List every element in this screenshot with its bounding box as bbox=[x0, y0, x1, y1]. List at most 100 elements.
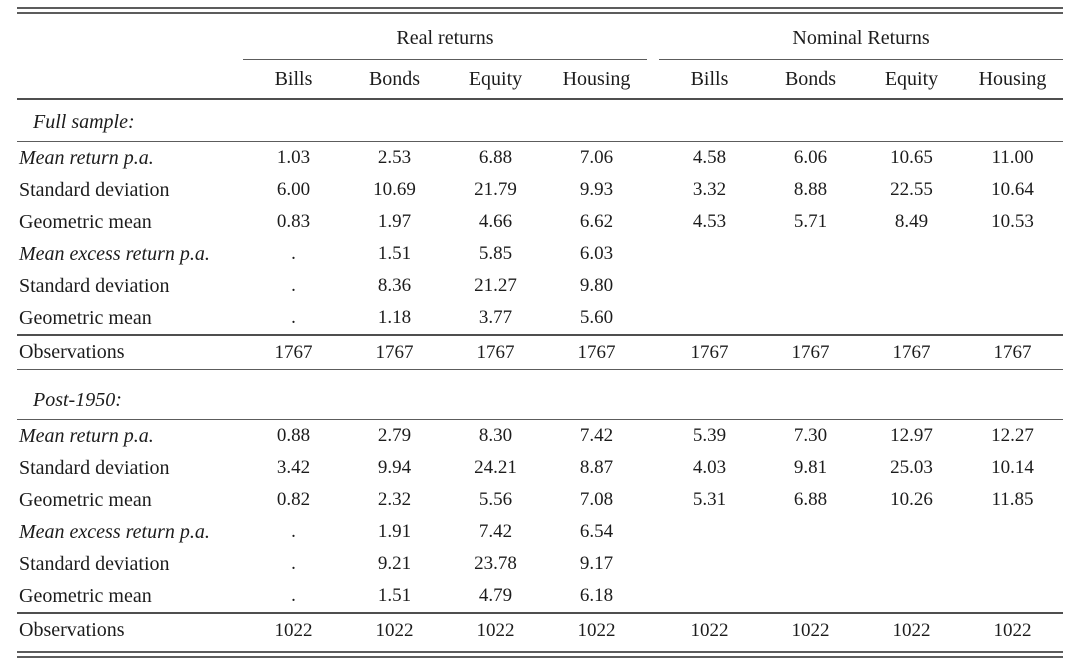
value-cell: 6.06 bbox=[793, 147, 828, 168]
column-group-gap bbox=[647, 238, 659, 270]
table-row: Geometric mean 0.83 1.97 4.66 6.62 4.53 5.71 8.… bbox=[17, 206, 1063, 238]
group-header-nominal-returns: Nominal Returns bbox=[659, 14, 1064, 60]
column-group-gap bbox=[647, 59, 659, 100]
column-group-gap bbox=[647, 420, 659, 453]
row-label: Standard deviation bbox=[19, 552, 170, 575]
col-header-nominal-housing: Housing bbox=[962, 59, 1064, 100]
value-cell: 9.93 bbox=[579, 179, 614, 200]
value-cell: 8.87 bbox=[579, 457, 614, 478]
column-group-gap bbox=[647, 516, 659, 548]
value-cell: 23.78 bbox=[474, 553, 517, 574]
table-body: Full sample: Mean return p.a. 1.03 2.53 6.88… bbox=[17, 99, 1064, 647]
value-cell: 8.36 bbox=[377, 275, 412, 296]
value-cell: 1.97 bbox=[377, 211, 412, 232]
value-cell bbox=[861, 516, 962, 548]
column-group-gap bbox=[647, 580, 659, 613]
value-cell: . bbox=[291, 585, 296, 606]
value-cell: 4.53 bbox=[692, 211, 727, 232]
value-cell: 11.00 bbox=[991, 147, 1034, 168]
value-cell: 2.32 bbox=[377, 489, 412, 510]
column-group-gap bbox=[647, 484, 659, 516]
value-cell: 1.51 bbox=[377, 585, 412, 606]
row-label: Mean return p.a. bbox=[19, 146, 154, 169]
value-cell: 6.03 bbox=[579, 243, 614, 264]
table-row: Mean return p.a. 0.88 2.79 8.30 7.42 5.39 7.30… bbox=[17, 420, 1063, 453]
column-group-gap bbox=[647, 612, 659, 647]
value-cell: 3.32 bbox=[692, 179, 727, 200]
column-group-gap bbox=[647, 548, 659, 580]
value-cell: 1767 bbox=[861, 334, 962, 370]
col-header-real-bonds: Bonds bbox=[344, 59, 445, 100]
value-cell bbox=[861, 270, 962, 302]
value-cell: 1.51 bbox=[377, 243, 412, 264]
value-cell: 1022 bbox=[344, 612, 445, 647]
value-cell: 3.42 bbox=[276, 457, 311, 478]
row-label: Mean excess return p.a. bbox=[19, 520, 210, 543]
table-row: Geometric mean. 1.18 3.77 5.60 bbox=[17, 302, 1063, 335]
value-cell: 8.49 bbox=[894, 211, 929, 232]
observations-label: Observations bbox=[17, 612, 243, 647]
value-cell: 4.03 bbox=[692, 457, 727, 478]
value-cell: 1022 bbox=[445, 612, 546, 647]
value-cell: . bbox=[291, 307, 296, 328]
col-header-nominal-bonds: Bonds bbox=[760, 59, 861, 100]
observations-row: Observations 1767 1767 1767 1767 1767 1767 1767… bbox=[17, 334, 1064, 370]
value-cell bbox=[861, 238, 962, 270]
value-cell: 12.97 bbox=[890, 425, 933, 446]
value-cell: 5.31 bbox=[692, 489, 727, 510]
value-cell: 10.64 bbox=[991, 179, 1034, 200]
value-cell: 7.08 bbox=[579, 489, 614, 510]
value-cell: 1767 bbox=[445, 334, 546, 370]
section-title: Full sample: bbox=[17, 99, 1064, 142]
value-cell: 0.88 bbox=[276, 425, 311, 446]
column-group-gap bbox=[647, 14, 659, 60]
value-cell bbox=[962, 516, 1063, 548]
value-cell bbox=[760, 302, 861, 335]
empty-corner-cell bbox=[17, 14, 243, 60]
table-top-rule bbox=[17, 7, 1063, 14]
value-cell: 1022 bbox=[546, 612, 647, 647]
value-cell: 10.65 bbox=[890, 147, 933, 168]
value-cell: 5.60 bbox=[579, 307, 614, 328]
value-cell: 21.27 bbox=[474, 275, 517, 296]
value-cell bbox=[760, 270, 861, 302]
value-cell: 25.03 bbox=[890, 457, 933, 478]
value-cell: . bbox=[291, 275, 296, 296]
section-title: Post-1950: bbox=[17, 369, 1064, 420]
row-label: Mean return p.a. bbox=[19, 424, 154, 447]
value-cell bbox=[659, 270, 760, 302]
value-cell: . bbox=[291, 243, 296, 264]
row-label: Standard deviation bbox=[19, 178, 170, 201]
table-row: Mean excess return p.a.. 1.91 7.42 6.54 bbox=[17, 516, 1063, 548]
value-cell: 9.94 bbox=[377, 457, 412, 478]
table-row: Mean excess return p.a.. 1.51 5.85 6.03 bbox=[17, 238, 1063, 270]
table-row: Geometric mean 0.82 2.32 5.56 7.08 5.31 6.88 10… bbox=[17, 484, 1063, 516]
value-cell: 1767 bbox=[659, 334, 760, 370]
value-cell bbox=[962, 238, 1063, 270]
value-cell: 1.18 bbox=[377, 307, 412, 328]
row-label: Geometric mean bbox=[19, 210, 152, 233]
value-cell: 1022 bbox=[243, 612, 344, 647]
column-group-gap bbox=[647, 206, 659, 238]
row-label: Geometric mean bbox=[19, 488, 152, 511]
value-cell: 7.42 bbox=[478, 521, 513, 542]
value-cell bbox=[861, 580, 962, 613]
column-group-gap bbox=[647, 302, 659, 335]
value-cell: 22.55 bbox=[890, 179, 933, 200]
row-label: Standard deviation bbox=[19, 456, 170, 479]
observations-label: Observations bbox=[17, 334, 243, 370]
value-cell: 6.62 bbox=[579, 211, 614, 232]
value-cell bbox=[659, 302, 760, 335]
value-cell bbox=[861, 302, 962, 335]
value-cell: 9.81 bbox=[793, 457, 828, 478]
value-cell bbox=[760, 548, 861, 580]
value-cell: 10.53 bbox=[991, 211, 1034, 232]
col-header-real-bills: Bills bbox=[243, 59, 344, 100]
table-bottom-rule bbox=[17, 651, 1063, 658]
value-cell bbox=[962, 270, 1063, 302]
col-header-real-equity: Equity bbox=[445, 59, 546, 100]
row-label: Mean excess return p.a. bbox=[19, 242, 210, 265]
value-cell: 1767 bbox=[344, 334, 445, 370]
value-cell bbox=[659, 580, 760, 613]
value-cell: 8.88 bbox=[793, 179, 828, 200]
